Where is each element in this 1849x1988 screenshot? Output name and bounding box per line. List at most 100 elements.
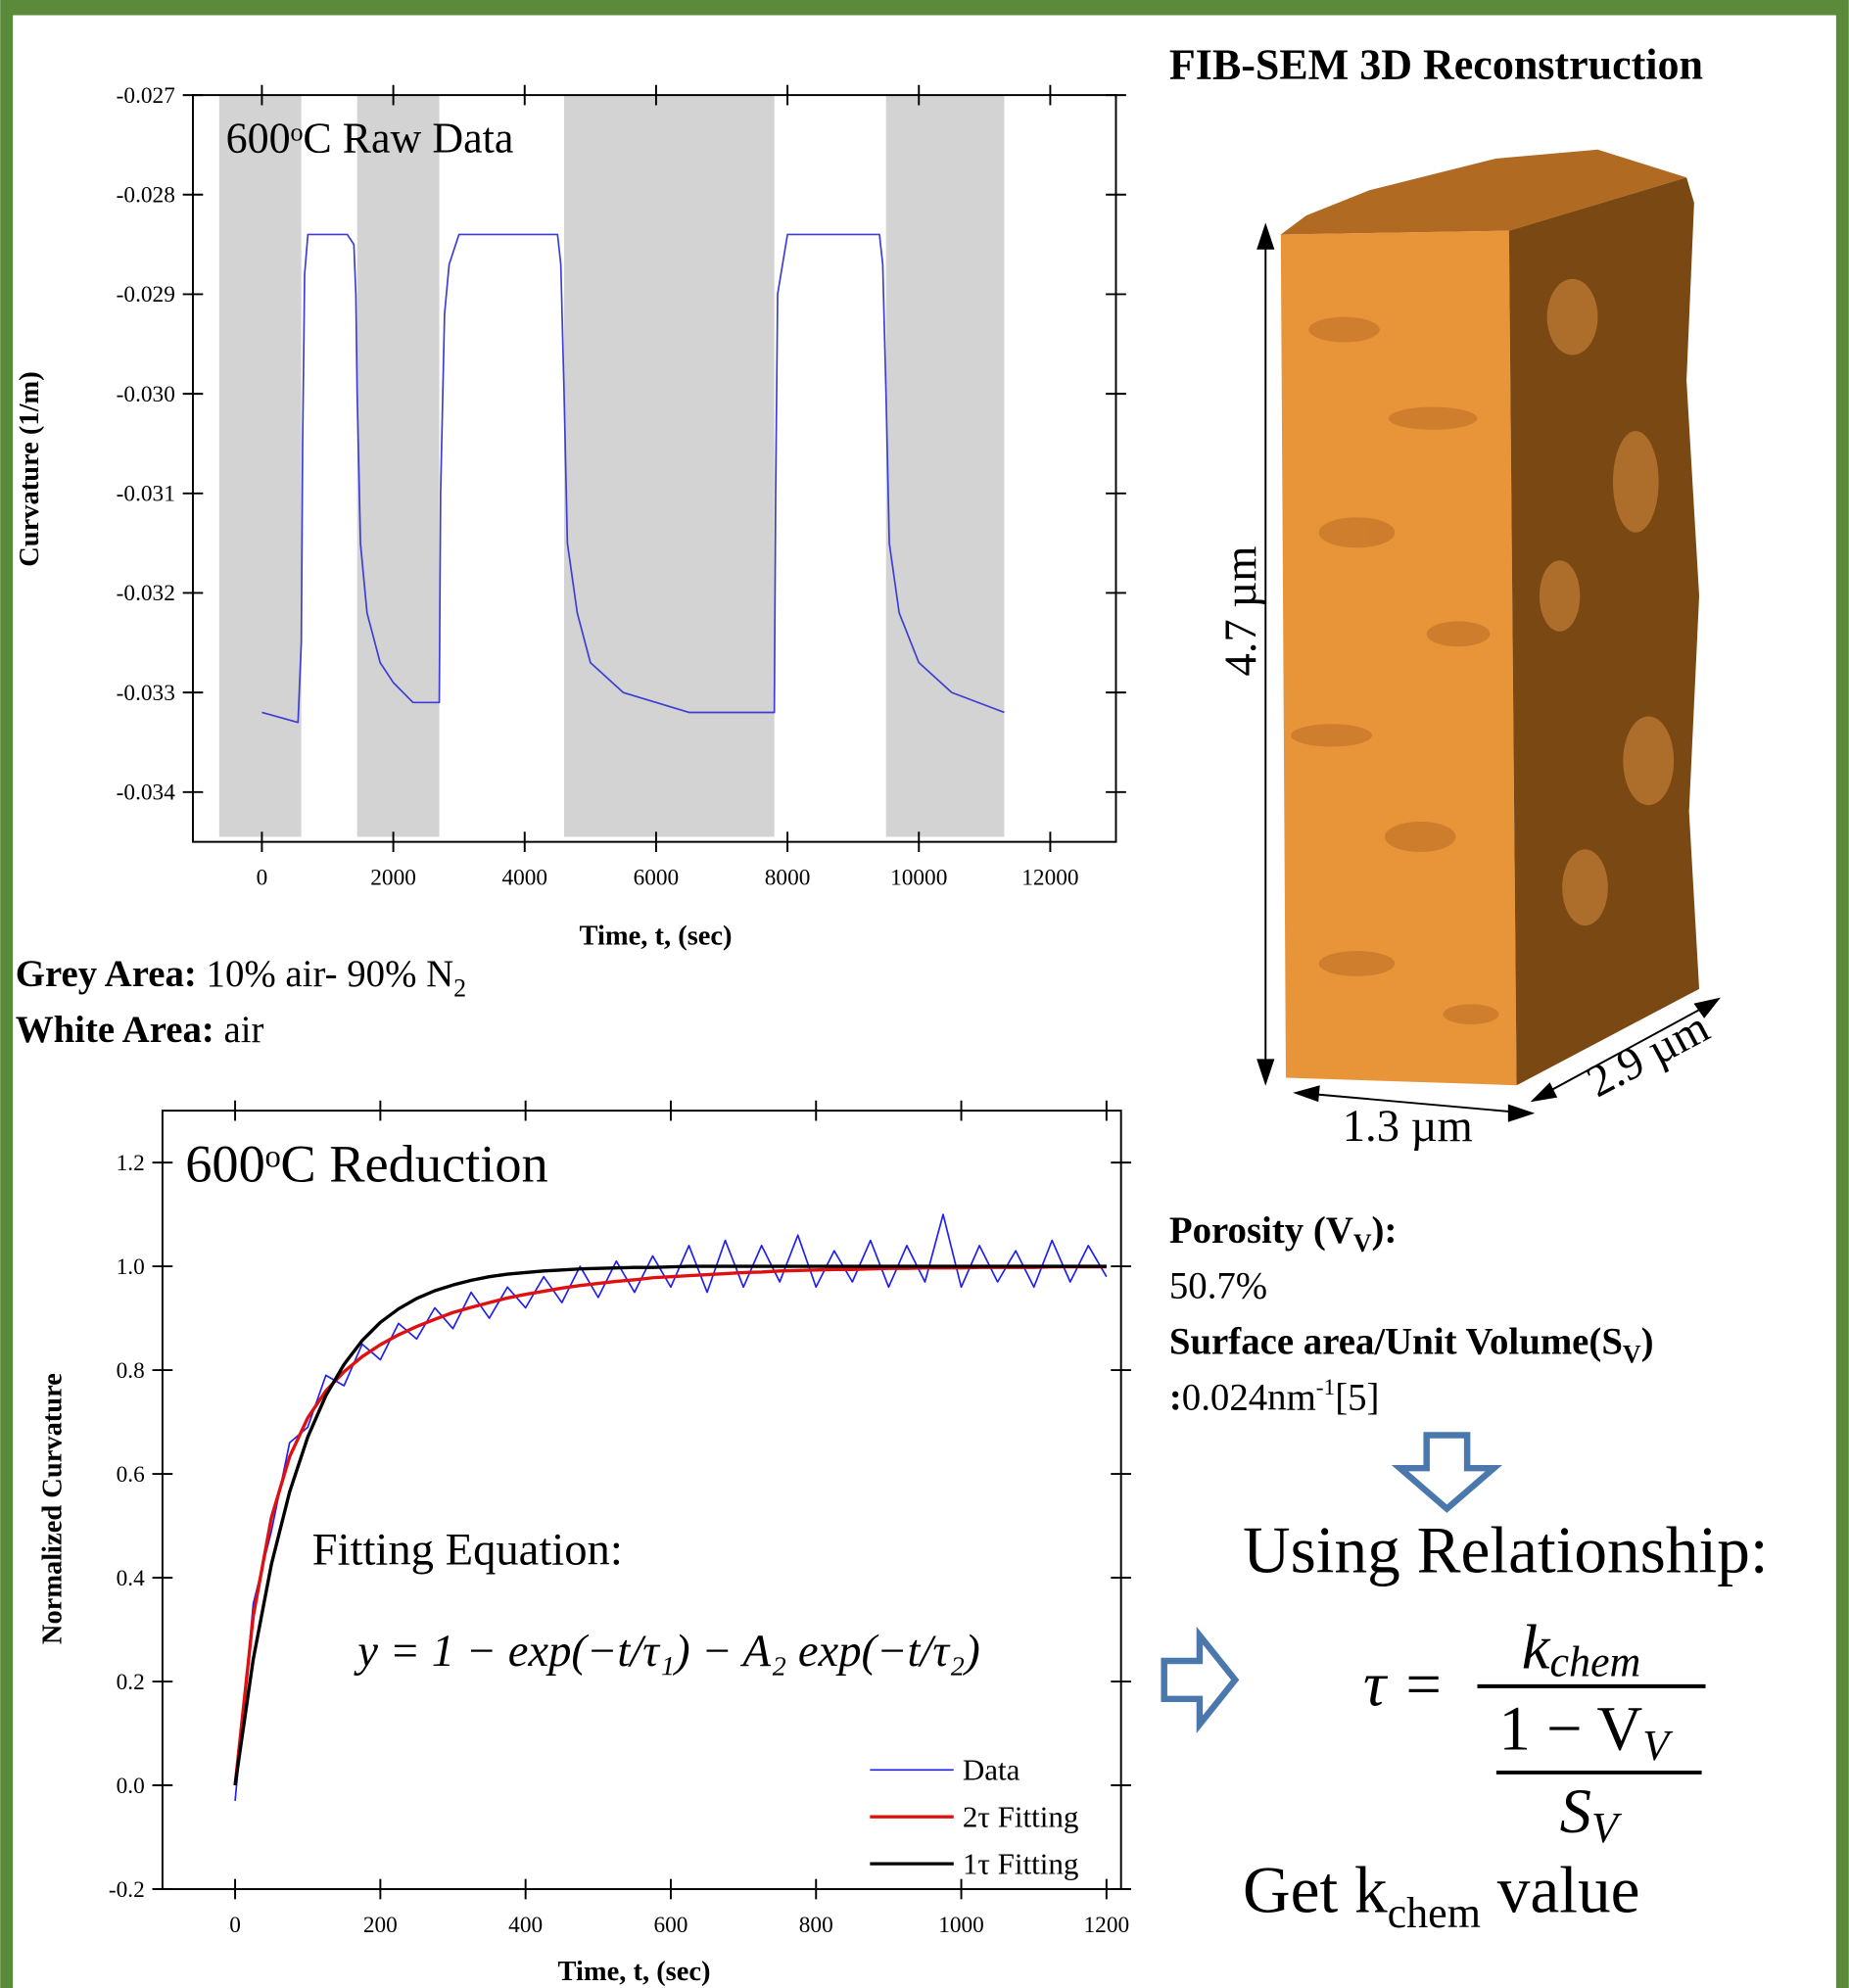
white-note: White Area: air [16, 1009, 264, 1051]
dimension-arrows [1256, 222, 1721, 1122]
shaded-region [564, 95, 775, 837]
surface-label: Surface area/Unit Volume(SV) [1169, 1321, 1654, 1369]
x-tick-label: 1000 [938, 1913, 984, 1938]
y-tick-label: -0.032 [117, 581, 175, 606]
k: k [1522, 1613, 1551, 1683]
shaded-region [218, 95, 302, 837]
legend-label: 2τ Fitting [963, 1800, 1079, 1834]
k-chem: kchem [1522, 1613, 1641, 1686]
k-sub: chem [1550, 1638, 1641, 1686]
plot-frame [161, 1110, 1122, 1890]
series-line [234, 1213, 1108, 1802]
grey-sub: 2 [453, 974, 466, 1003]
y-axis-label: Normalized Curvature [37, 1373, 68, 1644]
x-tick-label: 400 [508, 1913, 543, 1938]
recon-title: FIB-SEM 3D Reconstruction [1169, 40, 1703, 88]
reconstruction-block [1280, 149, 1700, 1086]
grey-label: Grey Area: [16, 953, 197, 995]
grey-note: Grey Area: 10% air- 90% N2 [16, 953, 466, 1002]
porosity-end: ): [1372, 1209, 1398, 1252]
num-sub: V [1642, 1722, 1674, 1770]
denominator: SV [1560, 1776, 1623, 1852]
y-tick-label: 1.2 [117, 1151, 145, 1176]
relationship-heading: Using Relationship: [1243, 1513, 1769, 1586]
surface-sub: V [1623, 1341, 1641, 1369]
surface-sup: -1 [1316, 1375, 1335, 1400]
porosity-label: Porosity (VV): [1169, 1209, 1398, 1257]
x-axis-label: Time, t, (sec) [580, 922, 733, 952]
block-top [1280, 149, 1687, 235]
result-pre: Get k [1243, 1853, 1388, 1926]
annotation: 600ᵒC Reduction [185, 1135, 547, 1194]
block-front [1280, 230, 1517, 1086]
surface-text: Surface area/Unit Volume(S [1169, 1321, 1623, 1363]
porosity-text: Porosity (V [1169, 1209, 1353, 1252]
x-tick-label: 8000 [765, 866, 811, 891]
x-tick-label: 12000 [1021, 866, 1078, 891]
y-tick-label: -0.028 [117, 183, 175, 209]
plot-frame [192, 94, 1117, 843]
x-tick-label: 4000 [501, 866, 547, 891]
surface-value: :0.024nm-1[5] [1169, 1375, 1380, 1419]
block-side [1508, 177, 1700, 1086]
surface-end: ) [1641, 1321, 1654, 1363]
y-tick-label: -0.030 [117, 382, 175, 407]
white-text: air [214, 1009, 264, 1051]
annotation: Fitting Equation: [312, 1525, 623, 1576]
series-line [261, 233, 1005, 724]
den-sub: V [1591, 1804, 1623, 1852]
num-text: 1 − V [1498, 1694, 1642, 1765]
y-tick-label: -0.031 [117, 482, 175, 507]
x-tick-label: 200 [363, 1913, 398, 1938]
y-axis-label: Curvature (1/m) [15, 371, 45, 567]
annotation: y = 1 − exp(−t/τ₁) − A₂ exp(−t/τ₂) [354, 1626, 979, 1677]
x-tick-label: 0 [257, 866, 268, 891]
y-tick-label: 0.0 [117, 1774, 145, 1799]
y-tick-label: 1.0 [117, 1254, 145, 1280]
height-label: 4.7 µm [1215, 546, 1266, 677]
annotation: 600ᵒC Raw Data [226, 114, 514, 162]
y-tick-label: -0.033 [117, 681, 175, 706]
porosity-value: 50.7% [1169, 1265, 1267, 1307]
texture [1291, 316, 1499, 1025]
numerator: 1 − VV [1498, 1694, 1674, 1770]
porosity-sub: V [1353, 1229, 1372, 1257]
charts: 0 2000 4000 6000 8000 10000 12000-0.027-0.028-… [15, 83, 1132, 1987]
down-arrow [1391, 1432, 1502, 1513]
x-tick-label: 600 [653, 1913, 687, 1938]
y-tick-label: -0.027 [117, 83, 175, 109]
x-tick-label: 800 [799, 1913, 833, 1938]
white-label: White Area: [16, 1009, 214, 1051]
x-tick-label: 2000 [370, 866, 416, 891]
surface-number: 0.024nm [1182, 1377, 1316, 1419]
width-label: 1.3 µm [1343, 1101, 1473, 1152]
side-texture [1539, 278, 1675, 926]
x-tick-label: 0 [229, 1913, 241, 1938]
y-tick-label: 0.6 [117, 1462, 145, 1488]
surface-ref: [5] [1335, 1377, 1379, 1419]
result-post: value [1481, 1853, 1640, 1926]
x-tick-label: 1200 [1084, 1913, 1130, 1938]
x-axis-label: Time, t, (sec) [558, 1957, 711, 1987]
legend-label: 1τ Fitting [963, 1846, 1079, 1880]
grey-text: 10% air- 90% N [197, 953, 453, 995]
result: Get kchem value [1243, 1853, 1640, 1937]
y-tick-label: -0.029 [117, 282, 175, 308]
right-arrow [1161, 1626, 1240, 1733]
y-tick-label: -0.034 [117, 781, 176, 806]
y-tick-label: -0.2 [109, 1877, 145, 1903]
legend-label: Data [963, 1753, 1020, 1787]
surface-colon: : [1169, 1377, 1182, 1419]
den-text: S [1560, 1776, 1591, 1847]
shaded-region [356, 95, 440, 837]
shaded-region [885, 95, 1005, 837]
series-line [233, 1264, 1107, 1786]
x-tick-label: 10000 [890, 866, 947, 891]
y-tick-label: 0.2 [117, 1670, 145, 1695]
y-tick-label: 0.4 [117, 1566, 145, 1591]
tau: τ = [1363, 1649, 1445, 1720]
y-tick-label: 0.8 [117, 1358, 145, 1384]
x-tick-label: 6000 [634, 866, 680, 891]
